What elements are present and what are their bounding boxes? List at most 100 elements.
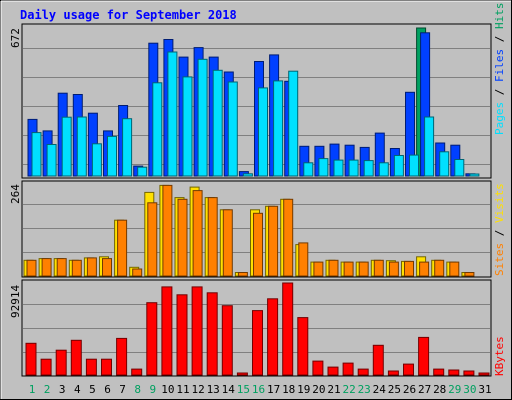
bar-kbytes-day-undefined: [55, 349, 67, 376]
bar-kbytes-day-undefined: [448, 369, 460, 376]
x-tick-label-29: 29: [448, 383, 461, 396]
hits-ymax-label: 672: [9, 28, 22, 48]
legend-sites: Sites: [493, 243, 506, 276]
x-tick-label-24: 24: [373, 383, 387, 396]
bar-kbytes-day-undefined: [403, 363, 414, 376]
bar-sites-day-undefined: [313, 261, 324, 277]
legend-sep-3: /: [493, 223, 506, 243]
bar-kbytes-day-undefined: [116, 337, 128, 376]
bar-kbytes-day-undefined: [312, 360, 324, 376]
x-tick-label-30: 30: [463, 383, 476, 396]
legend-kbytes: KBytes: [493, 336, 506, 376]
x-tick-label-31: 31: [478, 383, 491, 396]
x-tick-label-20: 20: [312, 383, 325, 396]
bar-sites-day-undefined: [343, 261, 354, 277]
bar-kbytes-day-undefined: [433, 368, 445, 376]
bar-kbytes-day-undefined: [282, 282, 294, 376]
x-tick-label-6: 6: [104, 383, 111, 396]
bar-pages-day-6: [107, 135, 117, 177]
bar-sites-day-undefined: [283, 198, 294, 277]
bar-sites-day-undefined: [177, 198, 188, 277]
bar-pages-day-2: [46, 144, 57, 177]
bar-kbytes-day-undefined: [161, 286, 173, 376]
bar-pages-day-18: [288, 70, 299, 177]
legend-sep-2: /: [493, 29, 506, 49]
bar-sites-day-undefined: [71, 259, 82, 277]
bar-sites-day-undefined: [26, 259, 37, 277]
bar-sites-day-undefined: [222, 209, 233, 277]
x-tick-label-18: 18: [282, 383, 295, 396]
bar-pages-day-3: [61, 116, 72, 177]
visits-legend: Sites / Visits: [493, 183, 506, 276]
chart-title: Daily usage for September 2018: [20, 8, 237, 22]
x-tick-label-15: 15: [237, 383, 250, 396]
bar-pages-day-27: [424, 116, 435, 177]
bar-kbytes-day-undefined: [206, 292, 218, 376]
bar-sites-day-undefined: [102, 258, 112, 277]
bar-pages-day-24: [378, 162, 389, 177]
x-tick-label-16: 16: [252, 383, 265, 396]
bar-kbytes-day-undefined: [297, 317, 309, 376]
bar-sites-day-undefined: [388, 261, 399, 277]
bar-sites-day-undefined: [41, 258, 52, 277]
bar-sites-day-undefined: [162, 184, 173, 277]
x-tick-label-11: 11: [176, 383, 189, 396]
bar-pages-day-5: [91, 143, 102, 177]
x-tick-label-13: 13: [207, 383, 220, 396]
bar-kbytes-day-undefined: [85, 358, 97, 376]
bar-kbytes-day-undefined: [101, 358, 112, 376]
bar-sites-day-undefined: [132, 268, 143, 277]
kbytes-legend: KBytes: [493, 336, 506, 376]
bar-kbytes-day-undefined: [478, 372, 490, 376]
x-tick-label-8: 8: [134, 383, 141, 396]
bar-kbytes-day-undefined: [387, 370, 399, 376]
bar-pages-day-28: [439, 151, 450, 177]
x-tick-label-2: 2: [44, 383, 51, 396]
bar-kbytes-day-undefined: [327, 366, 339, 376]
bar-sites-day-undefined: [192, 190, 203, 277]
bar-kbytes-day-undefined: [418, 336, 430, 376]
bar-pages-day-10: [167, 51, 178, 177]
bar-pages-day-1: [31, 132, 42, 177]
bar-pages-day-16: [258, 87, 268, 177]
bar-sites-day-undefined: [373, 259, 384, 277]
x-tick-label-22: 22: [342, 383, 355, 396]
bar-kbytes-day-undefined: [131, 368, 143, 376]
bar-pages-day-25: [393, 155, 404, 177]
bar-sites-day-undefined: [117, 219, 128, 277]
hits-legend: Pages / Files / Hits: [493, 3, 506, 136]
bar-sites-day-undefined: [328, 259, 339, 277]
bar-pages-day-30: [469, 173, 480, 177]
x-tick-label-21: 21: [327, 383, 340, 396]
bar-pages-day-26: [409, 154, 419, 177]
x-tick-label-12: 12: [191, 383, 204, 396]
bar-sites-day-undefined: [434, 259, 445, 277]
bar-pages-day-12: [197, 58, 208, 177]
bar-kbytes-day-undefined: [236, 372, 248, 376]
bar-sites-day-undefined: [358, 261, 369, 277]
bar-pages-day-14: [227, 81, 238, 177]
x-tick-label-28: 28: [433, 383, 446, 396]
bar-pages-day-29: [454, 159, 465, 177]
x-tick-label-5: 5: [89, 383, 96, 396]
legend-sep-1: /: [493, 82, 506, 102]
bar-kbytes-day-undefined: [372, 344, 384, 376]
x-tick-label-25: 25: [388, 383, 401, 396]
bar-pages-day-13: [212, 69, 223, 177]
x-tick-label-9: 9: [149, 383, 156, 396]
bar-kbytes-day-undefined: [40, 358, 52, 376]
bar-pages-day-15: [242, 173, 253, 177]
bar-pages-day-19: [303, 162, 314, 177]
bar-sites-day-undefined: [404, 260, 414, 277]
bar-pages-day-21: [333, 159, 344, 177]
x-tick-label-1: 1: [29, 383, 36, 396]
bar-pages-day-8: [137, 166, 148, 177]
bar-sites-day-undefined: [253, 212, 263, 277]
bar-kbytes-day-undefined: [342, 362, 354, 376]
x-tick-label-23: 23: [358, 383, 371, 396]
bar-sites-day-undefined: [298, 242, 309, 277]
bar-pages-day-20: [318, 158, 329, 177]
visits-ymax-label: 264: [9, 184, 22, 204]
legend-hits: Hits: [493, 3, 506, 30]
bar-kbytes-day-undefined: [70, 339, 82, 376]
